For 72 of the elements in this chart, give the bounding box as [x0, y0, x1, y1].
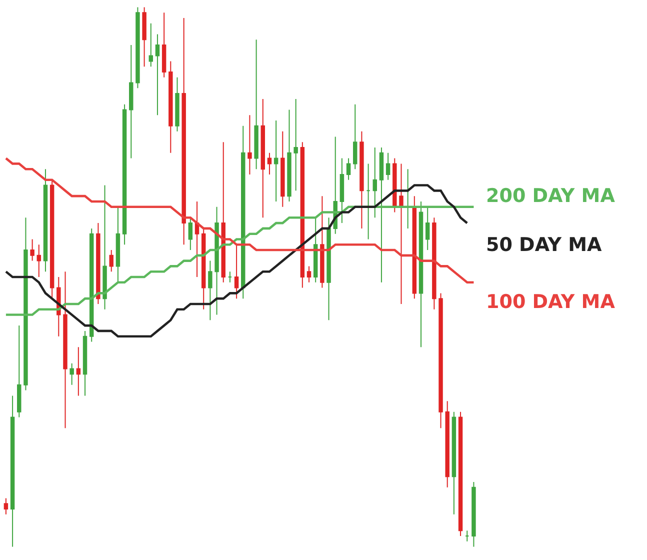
candlestick	[36, 244, 42, 278]
candlestick	[399, 163, 404, 304]
candlestick	[17, 325, 22, 418]
candlestick	[280, 130, 285, 208]
candlestick	[326, 217, 331, 321]
candlestick	[254, 39, 258, 170]
candlestick	[458, 411, 463, 536]
candlestick	[129, 44, 134, 159]
candlestick	[109, 250, 114, 272]
candlestick	[70, 362, 74, 386]
candlestick	[260, 98, 265, 218]
candlestick	[432, 217, 436, 310]
candlestick	[228, 271, 232, 283]
candlestick	[445, 400, 450, 488]
candlestick	[248, 114, 252, 175]
candlestick	[241, 125, 246, 300]
candlestick	[214, 206, 219, 316]
candlestick	[122, 104, 127, 246]
candlestick	[188, 217, 193, 251]
candlestick	[234, 244, 239, 300]
candlestick	[194, 200, 200, 278]
candlestick	[472, 482, 476, 548]
series-label: 50 DAY MA	[486, 234, 602, 256]
candlestick	[412, 196, 417, 300]
candlestick	[418, 200, 424, 348]
candlestick	[386, 152, 390, 180]
candlestick	[24, 217, 28, 391]
candlestick	[267, 152, 272, 175]
candlestick	[142, 6, 146, 68]
candlestick	[300, 142, 305, 288]
candlestick	[313, 217, 318, 283]
candlestick	[175, 76, 180, 132]
candlestick	[82, 330, 88, 396]
candlestick	[136, 6, 140, 89]
series-label: 200 DAY MA	[486, 185, 616, 207]
candlestick	[182, 18, 186, 246]
candlestick	[30, 238, 34, 262]
candlestick	[116, 206, 120, 283]
candlestick	[96, 222, 100, 304]
candlestick	[162, 12, 166, 78]
candlestick	[43, 168, 48, 272]
candlestick	[10, 395, 15, 548]
candlestick	[346, 158, 351, 180]
candlestick	[379, 147, 384, 283]
candlestick	[274, 120, 278, 202]
candlestick	[392, 158, 397, 213]
candlestick	[168, 60, 173, 154]
candlestick	[76, 346, 81, 396]
candlestick	[340, 158, 344, 224]
candlestick	[102, 184, 107, 310]
candlestick	[50, 179, 54, 300]
candlestick	[4, 498, 8, 515]
candlestick	[306, 266, 312, 283]
candlestick	[63, 271, 68, 429]
candlestick	[201, 228, 206, 310]
candlestick	[353, 104, 358, 170]
series-label: 100 DAY MA	[486, 291, 616, 313]
candlestick	[208, 260, 212, 321]
candlestick	[89, 228, 94, 342]
candlestick	[155, 34, 160, 116]
candlestick	[438, 292, 443, 429]
candlestick	[372, 147, 377, 218]
candlestick	[425, 206, 430, 251]
candlestick	[452, 411, 456, 515]
candlestick	[287, 109, 292, 202]
candlestick	[360, 130, 364, 229]
candlestick	[294, 98, 298, 192]
candlestick	[366, 163, 370, 240]
candlestick	[148, 22, 153, 68]
candlestick	[465, 530, 470, 542]
candlestick	[221, 142, 226, 283]
candlestick	[320, 196, 324, 288]
